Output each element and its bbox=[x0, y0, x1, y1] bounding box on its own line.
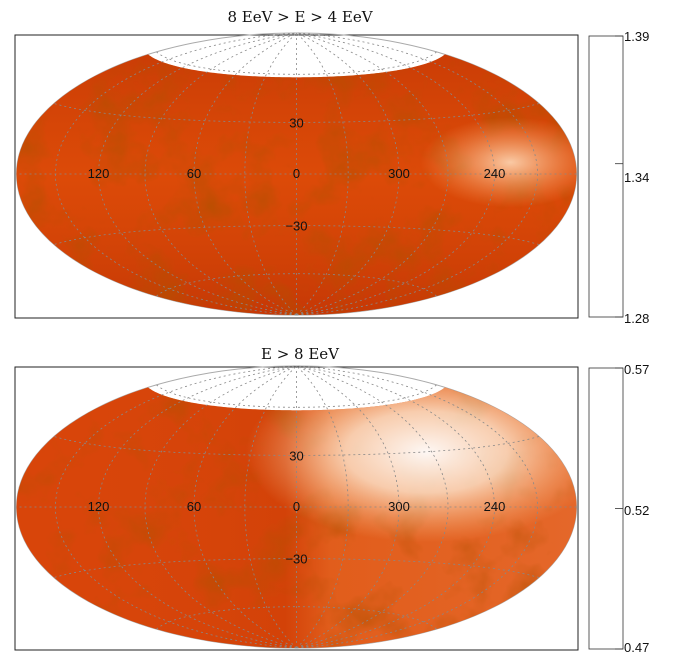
graticule-meridian bbox=[98, 365, 297, 649]
panel-2-title: E > 8 EeV bbox=[261, 345, 340, 363]
graticule-meridian bbox=[296, 32, 349, 316]
graticule-meridian bbox=[296, 365, 495, 649]
longitude-label: 60 bbox=[187, 166, 201, 181]
panel-1-longitude-labels: 120 60 0 300 240 bbox=[88, 166, 506, 181]
graticule-meridian bbox=[98, 32, 297, 316]
graticule-meridian bbox=[193, 32, 297, 316]
panel-1-latitude-labels: 30 −30 bbox=[285, 115, 307, 233]
longitude-label: 300 bbox=[388, 499, 410, 514]
graticule-meridian bbox=[54, 365, 297, 649]
colorbar-frame bbox=[588, 35, 624, 318]
longitude-label: 0 bbox=[293, 166, 300, 181]
panel-2: E > 8 EeV 120 60 0 300 240 30 −30 0.57 0.52 0… bbox=[14, 345, 649, 654]
latitude-label: 30 bbox=[289, 115, 303, 130]
latitude-label: 30 bbox=[289, 448, 303, 463]
panel-1-colorbar-mid: 1.34 bbox=[624, 170, 649, 185]
panel-2-colorbar-max: 0.57 bbox=[624, 362, 649, 377]
graticule-meridian bbox=[296, 365, 349, 649]
longitude-label: 120 bbox=[88, 499, 110, 514]
longitude-label: 240 bbox=[484, 166, 506, 181]
graticule-meridian bbox=[144, 365, 297, 649]
graticule-meridian bbox=[296, 365, 400, 649]
panel-1-graticule bbox=[16, 32, 577, 316]
graticule-meridian bbox=[296, 32, 400, 316]
graticule-meridian bbox=[144, 32, 297, 316]
graticule-meridian bbox=[193, 365, 297, 649]
longitude-label: 60 bbox=[187, 499, 201, 514]
longitude-label: 240 bbox=[484, 499, 506, 514]
panel-2-colorbar-min: 0.47 bbox=[624, 640, 649, 654]
longitude-label: 0 bbox=[293, 499, 300, 514]
longitude-label: 120 bbox=[88, 166, 110, 181]
latitude-label: −30 bbox=[285, 552, 307, 567]
panel-1: 8 EeV > E > 4 EeV 120 60 0 300 240 30 −30 1.3… bbox=[14, 8, 649, 326]
graticule-meridian bbox=[296, 32, 539, 316]
panel-2-colorbar-mid: 0.52 bbox=[624, 503, 649, 518]
graticule-meridian bbox=[244, 365, 297, 649]
panel-2-colorbar bbox=[588, 367, 624, 650]
latitude-label: −30 bbox=[285, 219, 307, 234]
panel-1-colorbar-max: 1.39 bbox=[624, 29, 649, 44]
graticule-meridian bbox=[54, 32, 297, 316]
graticule-meridian bbox=[296, 365, 539, 649]
panel-2-graticule bbox=[16, 365, 577, 649]
graticule-meridian bbox=[296, 32, 449, 316]
panel-1-colorbar bbox=[588, 35, 624, 318]
graticule-meridian bbox=[244, 32, 297, 316]
panel-2-longitude-labels: 120 60 0 300 240 bbox=[88, 499, 506, 514]
panel-1-colorbar-min: 1.28 bbox=[624, 311, 649, 326]
longitude-label: 300 bbox=[388, 166, 410, 181]
panel-2-latitude-labels: 30 −30 bbox=[285, 448, 307, 566]
graticule-meridian bbox=[296, 32, 495, 316]
graticule-meridian bbox=[296, 365, 449, 649]
panel-1-title: 8 EeV > E > 4 EeV bbox=[227, 8, 373, 26]
